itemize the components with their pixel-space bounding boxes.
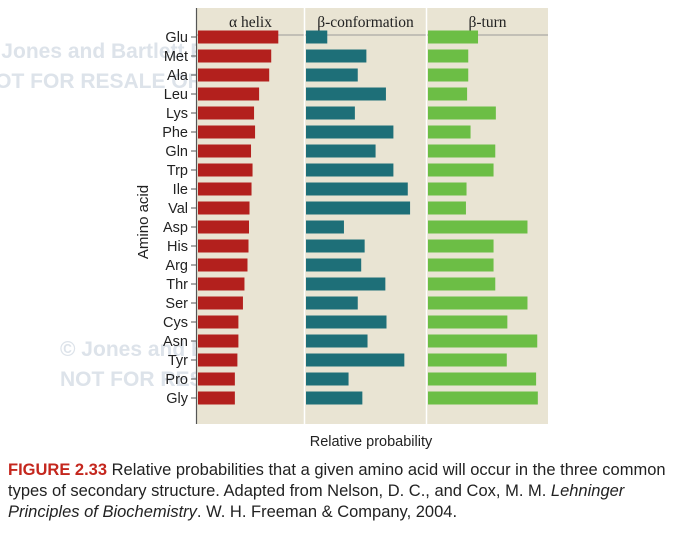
caption-text: Relative probabilities that a given amin… [8, 461, 666, 500]
bar [428, 49, 469, 63]
tick-label: Gln [165, 144, 188, 160]
bar [306, 258, 362, 272]
bar [428, 277, 496, 291]
bar [306, 125, 394, 139]
figure-label: FIGURE 2.33 [8, 461, 108, 479]
bar [428, 182, 467, 196]
tick-label: Gly [166, 391, 189, 407]
plot-area: α helix β-conformation β-turn Glu Met Ala Leu L… [135, 8, 548, 450]
bar [198, 68, 270, 82]
tick-label: Tyr [168, 353, 188, 369]
bar [198, 353, 238, 367]
bar [198, 334, 239, 348]
tick-label: His [167, 239, 188, 255]
bar [428, 258, 494, 272]
bar [306, 372, 349, 386]
bar [198, 201, 250, 215]
tick-label: Met [164, 49, 188, 65]
bar [428, 296, 528, 310]
bar [428, 87, 468, 101]
bar [198, 163, 253, 177]
tick-label: Thr [166, 277, 188, 293]
bar [428, 106, 496, 120]
tick-label: Arg [165, 258, 188, 274]
tick-label: Asp [163, 220, 188, 236]
tick-label: Leu [164, 87, 188, 103]
caption-text-end: . W. H. Freeman & Company, 2004. [196, 503, 458, 521]
tick-label: Val [168, 201, 188, 217]
bar [306, 220, 344, 234]
bar [198, 182, 252, 196]
tick-label: Ser [165, 296, 188, 312]
bar [198, 296, 243, 310]
tick-label: Glu [165, 30, 188, 46]
tick-label: Asn [163, 334, 188, 350]
figure-caption: FIGURE 2.33 Relative probabilities that … [8, 460, 672, 523]
bar [306, 201, 411, 215]
tick-label: Phe [162, 125, 188, 141]
bar [428, 30, 479, 44]
bar [428, 334, 538, 348]
bar [198, 49, 272, 63]
bar [428, 201, 466, 215]
bar [306, 68, 358, 82]
bar [428, 315, 508, 329]
tick-label: Pro [165, 372, 188, 388]
bar [428, 220, 528, 234]
tick-label: Cys [163, 315, 188, 331]
bar [306, 315, 387, 329]
bar [306, 144, 376, 158]
tick-label: Ala [167, 68, 189, 84]
bar [306, 239, 365, 253]
bar [198, 239, 249, 253]
bar [306, 391, 363, 405]
bar [306, 163, 394, 177]
bar [198, 391, 235, 405]
bar [198, 315, 239, 329]
bar [198, 30, 279, 44]
bar [198, 277, 245, 291]
bar [428, 68, 469, 82]
bar [428, 144, 496, 158]
legend-label: β-turn [468, 14, 506, 31]
book-title: Lehninger Principles of Biochemistry [8, 482, 625, 521]
bar [428, 391, 538, 405]
bar [428, 353, 507, 367]
bar [306, 353, 405, 367]
bar [306, 30, 328, 44]
bar [428, 372, 537, 386]
bar [306, 182, 408, 196]
tick-label: Trp [167, 163, 188, 179]
bar [428, 239, 494, 253]
bar [306, 49, 367, 63]
x-axis-label: Relative probability [310, 434, 433, 450]
tick-label: Lys [166, 106, 188, 122]
bar [306, 87, 386, 101]
legend-label: β-conformation [317, 14, 414, 31]
bar [198, 106, 255, 120]
bar [306, 106, 355, 120]
bar [198, 220, 250, 234]
bar [428, 163, 494, 177]
bar [306, 277, 386, 291]
bar [198, 144, 252, 158]
tick-label: Ile [173, 182, 188, 198]
bar [198, 125, 256, 139]
bar [306, 296, 358, 310]
bar [198, 372, 235, 386]
legend-label: α helix [229, 14, 272, 31]
bar [306, 334, 368, 348]
bar [428, 125, 471, 139]
y-axis-label: Amino acid [135, 185, 152, 259]
bar [198, 87, 260, 101]
bar [198, 258, 248, 272]
